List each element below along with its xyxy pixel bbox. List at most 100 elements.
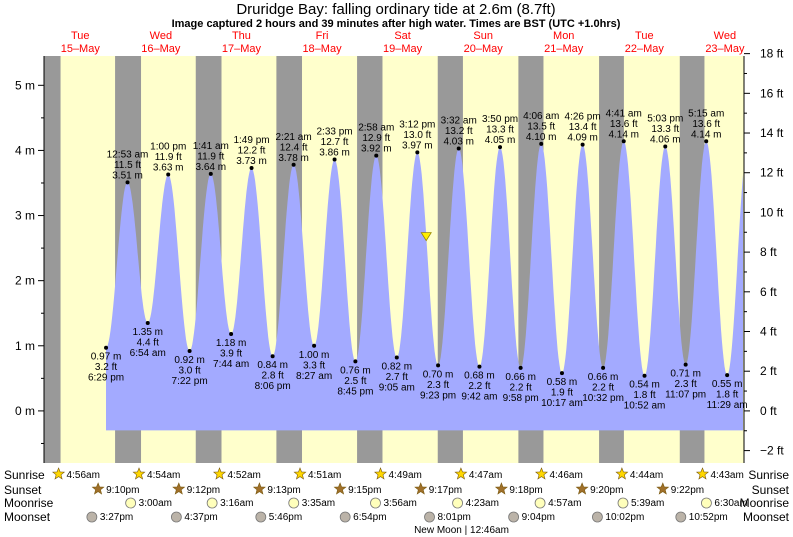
moonset-time: 5:46pm (269, 512, 302, 523)
day-name: Fri (316, 30, 329, 42)
sunset-time: 9:12pm (187, 485, 220, 496)
low-tide-point (559, 371, 564, 376)
sunset-time: 9:15pm (348, 485, 381, 496)
moonset-time: 3:27pm (100, 512, 133, 523)
high-tide-ft: 13.3 ft (651, 124, 679, 135)
sunset-icon (494, 482, 508, 495)
low-tide-time: 9:58 pm (503, 393, 539, 404)
low-tide-point (145, 320, 150, 325)
moonrise-icon (701, 497, 712, 509)
low-tide-point (394, 355, 399, 360)
day-name: Wed (150, 30, 172, 42)
left-axis: 0 m 1 m 2 m 3 m 4 m 5 m (15, 56, 45, 463)
row-label-right: Sunrise (748, 468, 789, 482)
low-tide-point (436, 363, 441, 368)
high-tide-point (621, 139, 626, 144)
sunset-time: 9:20pm (590, 485, 623, 496)
low-tide-ft: 1.9 ft (551, 388, 573, 399)
high-tide-ft: 13.4 ft (569, 122, 597, 133)
sunrise-time: 4:51am (308, 470, 341, 481)
chart-subtitle: Image captured 2 hours and 39 minutes af… (172, 18, 621, 30)
low-tide-time: 7:44 am (213, 359, 249, 370)
moonrise-icon (370, 497, 381, 509)
low-tide-time: 7:22 pm (172, 376, 208, 387)
low-tide-time: 10:32 pm (582, 393, 624, 404)
sunset-icon (656, 482, 670, 495)
sunset-icon (91, 482, 105, 495)
daylight-band (60, 56, 116, 463)
moonrise-time: 4:57am (548, 498, 581, 509)
moonset-time: 4:37pm (184, 512, 217, 523)
low-tide-m: 0.55 m (712, 379, 743, 390)
high-tide-ft: 11.9 ft (197, 151, 224, 162)
high-tide-time: 12:53 am (107, 149, 149, 160)
sunset-time: 9:17pm (429, 485, 462, 496)
left-axis-tick-label: 0 m (15, 404, 35, 418)
sunrise-icon (132, 467, 146, 480)
high-tide-ft: 13.2 ft (445, 126, 473, 137)
low-tide-m: 0.84 m (257, 360, 288, 371)
day-name: Tue (71, 30, 90, 42)
moonrise-icon (617, 497, 629, 509)
right-axis-tick-label: 14 ft (760, 126, 784, 140)
sunrise-icon (374, 467, 387, 480)
high-tide-point (291, 162, 296, 167)
low-tide-m: 0.66 m (505, 372, 536, 383)
moonrise-icon (206, 497, 218, 509)
low-tide-m: 0.92 m (174, 355, 205, 366)
high-tide-ft: 13.5 ft (527, 121, 555, 132)
high-tide-point (580, 142, 585, 147)
low-tide-ft: 2.8 ft (262, 371, 284, 382)
moonset-icon (170, 511, 182, 523)
right-axis-tick-label: −2 ft (760, 444, 784, 458)
low-tide-point (601, 365, 606, 370)
high-tide-point (539, 141, 544, 146)
high-tide-m: 4.06 m (650, 135, 681, 146)
moonrise-icon (452, 497, 463, 509)
low-tide-m: 1.00 m (299, 350, 330, 361)
low-tide-m: 0.76 m (340, 365, 371, 376)
high-tide-time: 5:15 am (688, 108, 724, 119)
high-tide-point (374, 153, 379, 158)
high-tide-time: 1:41 am (193, 141, 229, 152)
high-tide-m: 3.51 m (112, 170, 143, 181)
sunset-time: 9:10pm (106, 485, 139, 496)
low-tide-ft: 3.9 ft (220, 349, 242, 360)
high-tide-ft: 12.7 ft (321, 137, 349, 148)
low-tide-point (104, 345, 109, 350)
sunrise-icon (52, 467, 66, 480)
left-axis-tick-label: 2 m (15, 274, 35, 288)
low-tide-point (312, 343, 317, 348)
low-tide-point (187, 348, 192, 353)
day-date: 16–May (141, 43, 181, 55)
sunset-icon (575, 482, 589, 495)
high-tide-m: 4.14 m (608, 129, 639, 140)
right-axis-tick-label: 8 ft (760, 245, 777, 259)
high-tide-m: 4.10 m (526, 132, 557, 143)
moonset-icon (592, 511, 603, 523)
sunset-time: 9:18pm (509, 485, 542, 496)
low-tide-ft: 2.2 ft (592, 382, 614, 393)
low-tide-point (725, 373, 730, 378)
day-date: 22–May (625, 43, 665, 55)
current-level-marker (420, 232, 432, 242)
chart-title: Druridge Bay: falling ordinary tide at 2… (236, 1, 555, 18)
low-tide-ft: 4.4 ft (137, 337, 159, 348)
low-tide-m: 1.35 m (132, 327, 163, 338)
low-tide-ft: 1.8 ft (633, 390, 655, 401)
sunrise-time: 4:52am (228, 470, 261, 481)
high-tide-time: 2:33 pm (317, 127, 353, 138)
day-date: 19–May (383, 43, 423, 55)
moonrise-time: 6:30am (714, 498, 747, 509)
moonrise-icon (125, 497, 137, 509)
row-label-right: Moonset (743, 510, 790, 524)
sunrise-icon (293, 467, 307, 480)
moonset-time: 8:01pm (438, 512, 471, 523)
right-axis-tick-label: 6 ft (760, 285, 777, 299)
low-tide-m: 0.66 m (588, 372, 619, 383)
low-tide-point (353, 359, 358, 364)
low-tide-time: 8:27 am (296, 371, 332, 382)
high-tide-time: 3:32 am (441, 115, 477, 126)
high-tide-time: 4:41 am (606, 108, 642, 119)
high-tide-time: 2:21 am (276, 132, 312, 143)
